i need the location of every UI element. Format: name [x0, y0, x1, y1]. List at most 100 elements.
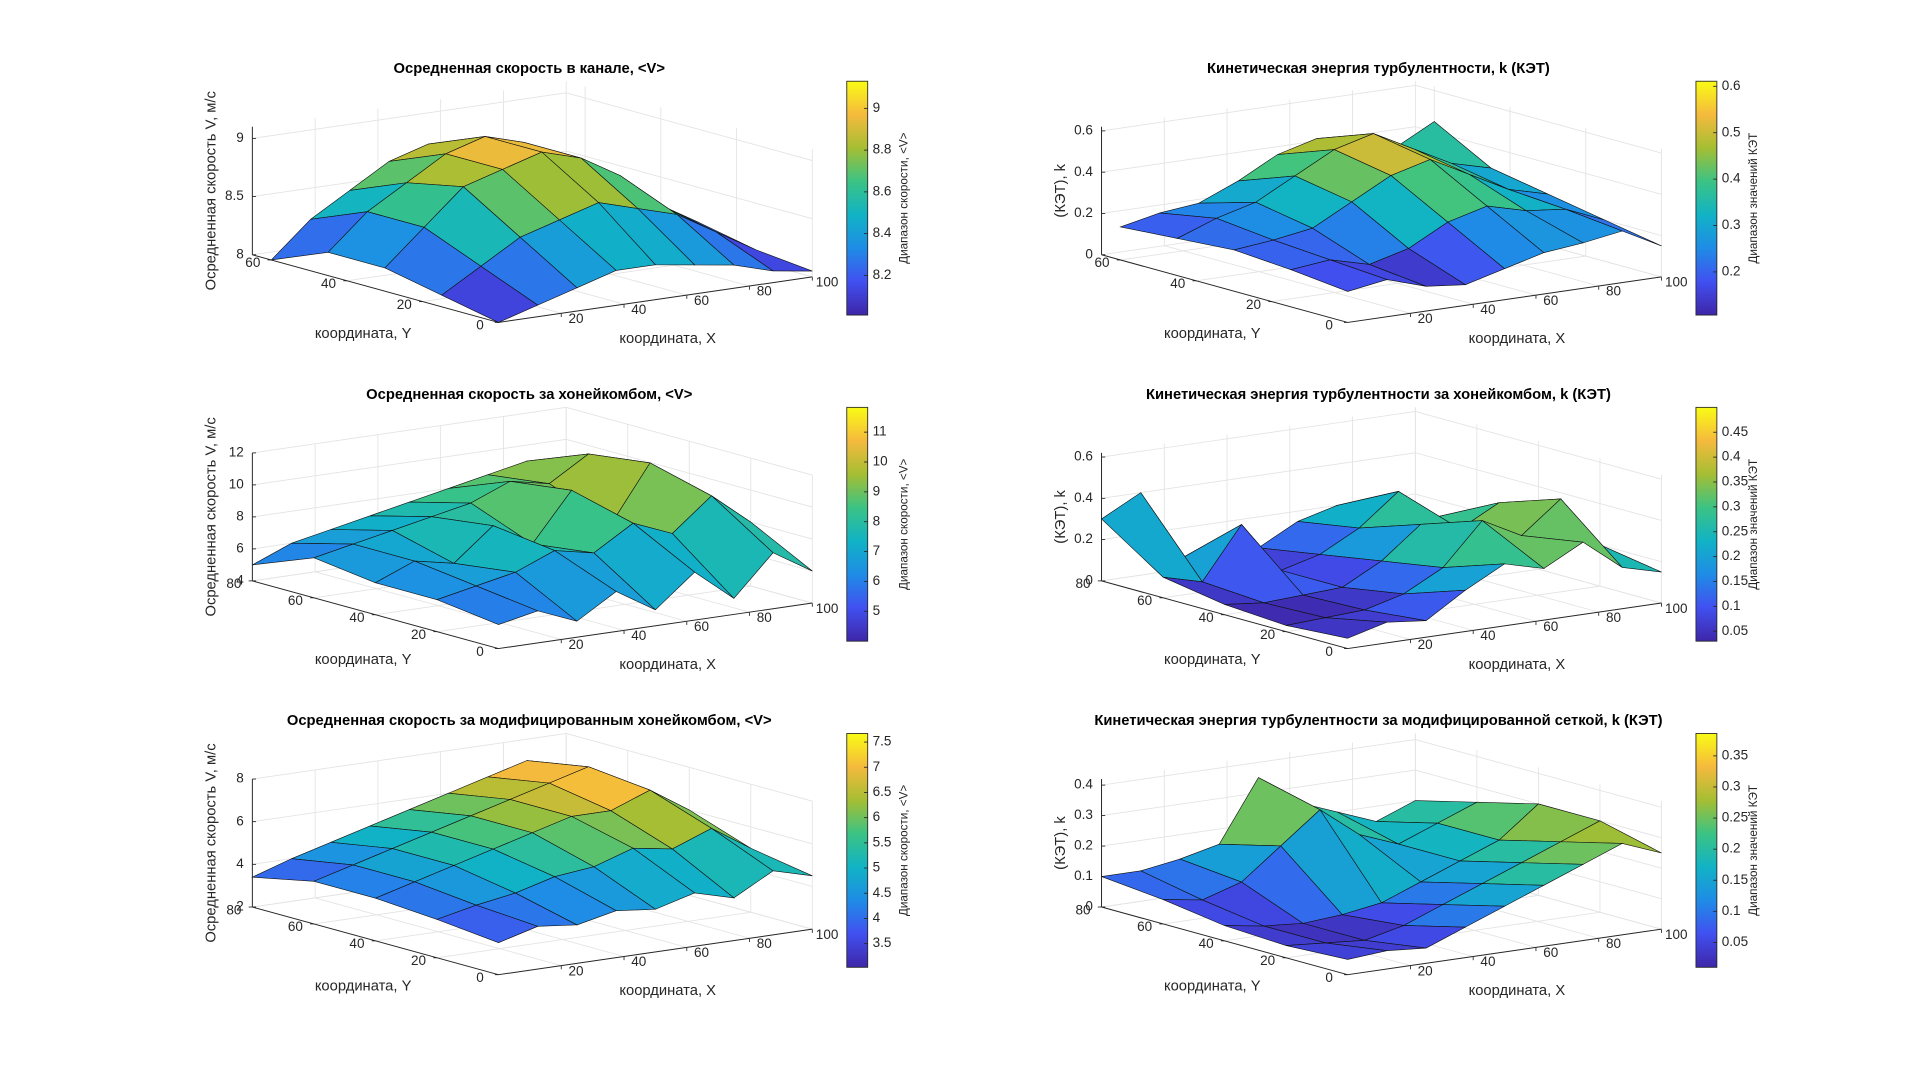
x-axis	[1347, 928, 1662, 976]
chart-title: Кинетическая энергия турбулентности за м…	[1094, 713, 1662, 729]
x-axis-label: координата, X	[1469, 983, 1566, 999]
x-tick-label: 100	[816, 927, 839, 942]
y-tick-label: 0	[476, 970, 484, 985]
z-tick-label: 0	[1085, 572, 1093, 587]
y-axis	[252, 254, 499, 323]
x-tick-label: 80	[1606, 610, 1621, 625]
y-tick-label: 40	[1199, 936, 1214, 951]
x-axis	[498, 928, 813, 976]
x-tick-label: 20	[1418, 637, 1433, 652]
y-tick-label: 0	[1325, 644, 1333, 659]
colorbar	[1695, 406, 1718, 642]
chart-title: Осредненная скорость за модифицированным…	[287, 713, 772, 729]
x-tick-label: 80	[757, 284, 772, 299]
y-tick-label: 60	[1137, 593, 1152, 608]
z-tick-label: 0.6	[1074, 449, 1093, 464]
colorbar-tick-label: 8	[873, 513, 881, 528]
x-tick-label: 20	[569, 311, 584, 326]
chart-title: Кинетическая энергия турбулентности, k (…	[1207, 61, 1550, 77]
y-axis-label: координата, Y	[315, 326, 412, 342]
z-tick-label: 6	[236, 540, 244, 555]
colorbar-tick-label: 0.3	[1722, 779, 1741, 794]
x-tick-label: 100	[816, 601, 839, 616]
colorbar-tick-label: 0.5	[1722, 124, 1741, 139]
z-axis-label: (КЭТ), k	[1053, 163, 1069, 217]
colorbar-tick-label: 0.05	[1722, 623, 1748, 638]
z-tick-label: 12	[229, 444, 244, 459]
y-tick-label: 0	[476, 644, 484, 659]
y-tick-label: 0	[1325, 970, 1333, 985]
y-tick-label: 80	[226, 902, 241, 917]
z-tick-label: 0.2	[1074, 838, 1093, 853]
x-tick-label: 100	[816, 275, 839, 290]
colorbar-tick-label: 7.5	[873, 734, 892, 749]
x-tick-label: 100	[1665, 275, 1688, 290]
y-tick-label: 80	[1076, 576, 1091, 591]
surface-patch	[441, 265, 539, 323]
z-tick-label: 0.3	[1074, 807, 1093, 822]
grid-line	[252, 92, 813, 161]
z-tick-label: 2	[236, 899, 244, 914]
x-tick-label: 60	[1543, 293, 1558, 308]
subplot: 20406080100020406000.20.40.6Кинетическая…	[1053, 61, 1760, 347]
colorbar-tick-label: 0.1	[1722, 903, 1741, 918]
x-tick-label: 40	[1480, 302, 1495, 317]
colorbar-tick-label: 0.1	[1722, 598, 1741, 613]
chart-title: Осредненная скорость за хонейкомбом, <V>	[366, 387, 693, 403]
x-tick-label: 40	[631, 954, 646, 969]
grid-line	[1101, 452, 1662, 521]
y-tick-label: 20	[411, 953, 426, 968]
z-tick-label: 0.1	[1074, 868, 1093, 883]
z-tick-label: 6	[236, 813, 244, 828]
y-tick-label: 40	[321, 276, 336, 291]
x-tick-label: 20	[569, 963, 584, 978]
y-axis	[1101, 580, 1348, 650]
y-axis	[1101, 254, 1348, 323]
x-axis-label: координата, X	[1469, 657, 1566, 673]
colorbar-tick-label: 3.5	[873, 935, 892, 950]
colorbar-tick-label: 0.2	[1722, 841, 1741, 856]
colorbar-tick-label: 0.25	[1722, 523, 1748, 538]
y-axis	[252, 580, 499, 650]
y-tick-label: 0	[1325, 318, 1333, 333]
y-axis	[252, 906, 499, 976]
y-tick-label: 80	[1076, 902, 1091, 917]
x-axis-label: координата, X	[619, 331, 716, 347]
y-axis-label: координата, Y	[1164, 978, 1261, 994]
colorbar-tick-label: 0.15	[1722, 573, 1748, 588]
colorbar-tick-label: 11	[873, 424, 887, 439]
colorbar-tick-label: 6	[873, 809, 881, 824]
colorbar-tick-label: 0.4	[1722, 171, 1741, 186]
x-axis	[1347, 276, 1662, 323]
surface-patch	[436, 904, 539, 944]
y-tick-label: 40	[1199, 610, 1214, 625]
colorbar-tick-label: 10	[873, 454, 888, 469]
z-tick-label: 8	[236, 246, 244, 261]
x-tick-label: 40	[1480, 628, 1495, 643]
colorbar-tick-label: 9	[873, 483, 881, 498]
colorbar-tick-label: 0.15	[1722, 872, 1748, 887]
z-axis-label: (КЭТ), k	[1053, 816, 1069, 870]
z-tick-label: 4	[236, 856, 244, 871]
x-tick-label: 60	[1543, 619, 1558, 634]
y-tick-label: 20	[411, 627, 426, 642]
colorbar	[846, 406, 869, 642]
grid-line	[252, 406, 813, 476]
chart-title: Осредненная скорость в канале, <V>	[394, 61, 666, 77]
z-tick-label: 0.4	[1074, 777, 1093, 792]
y-axis-label: координата, Y	[1164, 652, 1261, 668]
colorbar-tick-label: 0.45	[1722, 424, 1748, 439]
colorbar	[846, 733, 869, 968]
colorbar-tick-label: 0.35	[1722, 747, 1748, 762]
surface-patch	[1289, 259, 1388, 292]
z-tick-label: 0.4	[1074, 490, 1093, 505]
x-tick-label: 80	[757, 610, 772, 625]
x-tick-label: 20	[1418, 311, 1433, 326]
z-tick-label: 0.2	[1074, 205, 1093, 220]
y-axis-label: координата, Y	[315, 652, 412, 668]
y-tick-label: 20	[1260, 953, 1275, 968]
